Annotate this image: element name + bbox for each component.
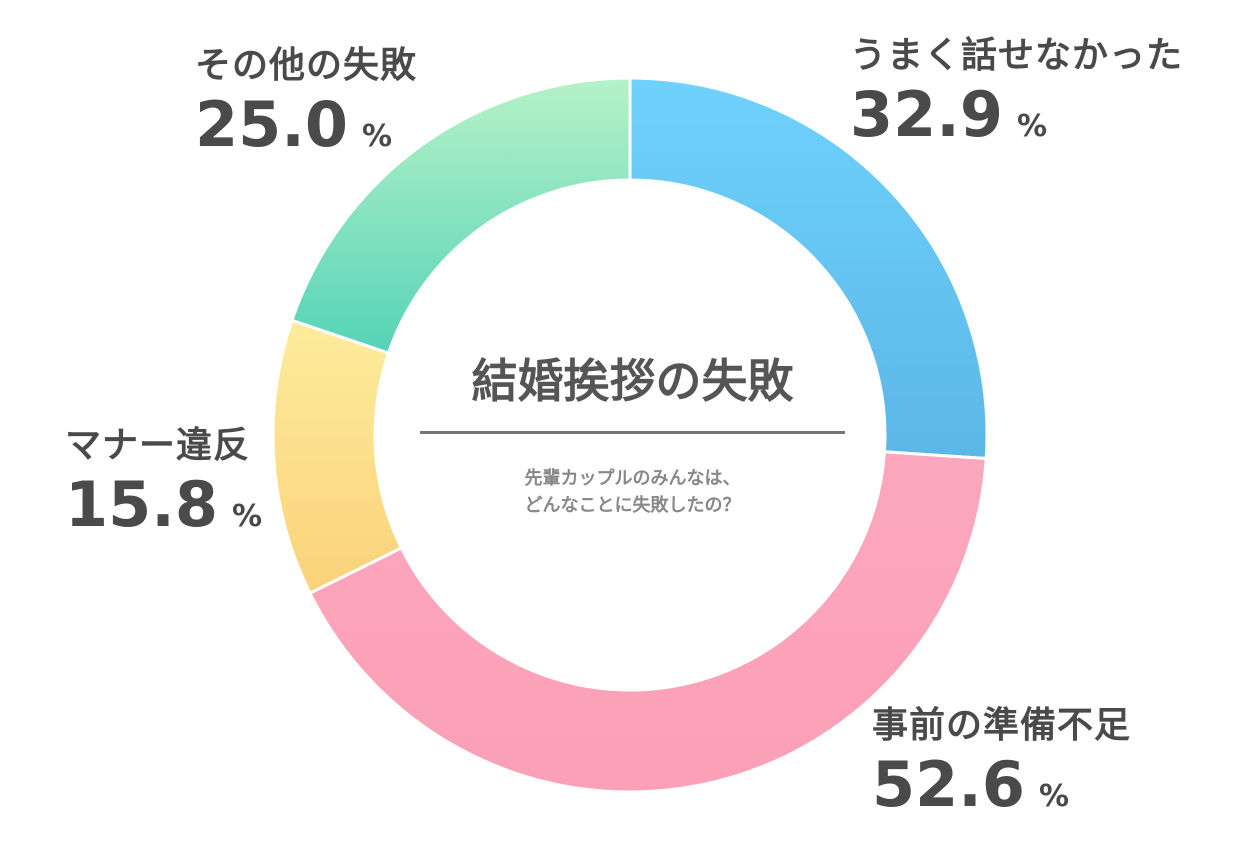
slice-value: 15.8 [65,468,218,541]
unit-label: % [1016,109,1048,144]
unit-label: % [361,119,393,154]
data-label: うまく話せなかった 32.9% [850,38,1183,146]
slice-label: うまく話せなかった [850,35,1184,76]
data-label: マナー違反 15.8% [65,428,262,536]
chart-subtitle: 先輩カップルのみんなは、 どんなことに失敗したの？ [420,465,845,519]
chart-title: 結婚挨拶の失敗 [471,354,794,408]
title-divider [420,431,845,434]
data-label: 事前の準備不足 52.6% [872,708,1131,816]
slice-label: マナー違反 [65,425,251,466]
unit-label: % [231,499,263,534]
slice-value: 32.9 [850,78,1003,151]
donut-slice [290,76,632,355]
slice-label: 事前の準備不足 [872,705,1132,746]
slice-label: その他の失敗 [195,45,418,86]
donut-slice [271,318,404,596]
subtitle-line: 先輩カップルのみんなは、 [524,468,741,489]
donut-slice [307,450,988,794]
subtitle-line: どんなことに失敗したの？ [524,495,741,516]
unit-label: % [1038,779,1070,814]
slice-value: 25.0 [195,88,348,161]
donut-slice [628,76,989,461]
data-label: その他の失敗 25.0% [195,48,417,156]
slice-value: 52.6 [872,748,1025,821]
